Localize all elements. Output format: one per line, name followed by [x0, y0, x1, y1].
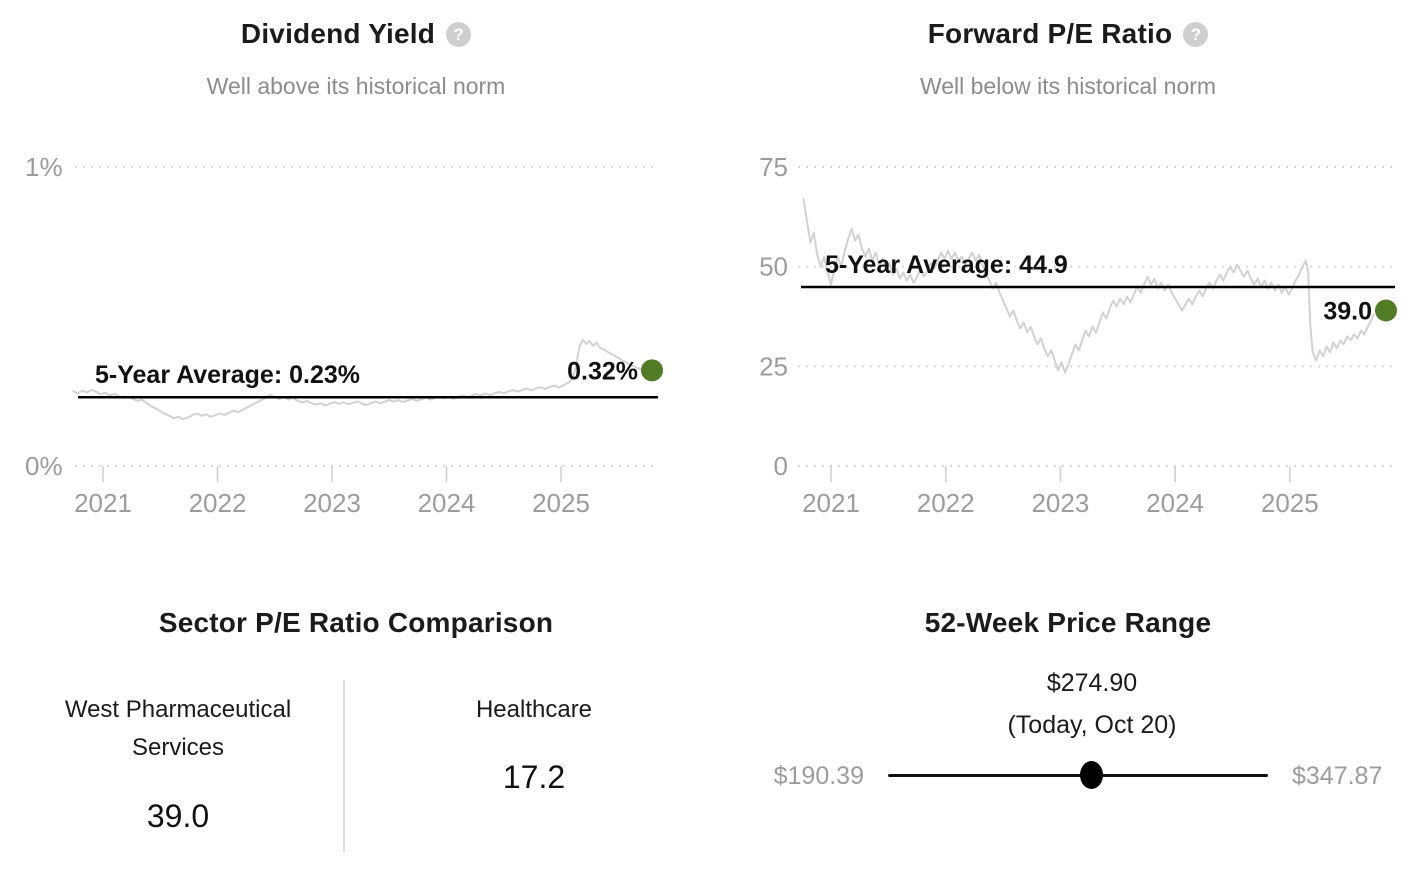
x-axis-label: 2023 [1031, 488, 1089, 518]
average-label: 5-Year Average: 44.9 [825, 251, 1068, 279]
x-axis-label: 2025 [532, 488, 590, 518]
help-icon[interactable]: ? [446, 21, 472, 47]
dividend-yield-chart: 1% 0% 2021 2022 2023 2024 2025 5-Year Average: … [25, 152, 663, 518]
sector-comparison-title: Sector P/E Ratio Comparison [158, 607, 554, 638]
forward-pe-header: Forward P/E Ratio ? Well below its histo… [712, 0, 1424, 100]
average-label: 5-Year Average: 0.23% [95, 361, 360, 389]
dividend-yield-header: Dividend Yield ? Well above its historic… [0, 0, 712, 100]
forward-pe-subtitle: Well below its historical norm [919, 73, 1217, 99]
help-icon[interactable]: ? [1183, 21, 1209, 47]
forward-pe-title: Forward P/E Ratio [927, 18, 1173, 49]
dividend-yield-panel: Dividend Yield ? Well above its historic… [0, 0, 712, 540]
price-range-title: 52-Week Price Range [924, 607, 1212, 638]
dividend-yield-title: Dividend Yield [240, 18, 436, 49]
sector-name: Healthcare [475, 696, 593, 723]
y-axis-label: 75 [759, 152, 788, 182]
x-axis-label: 2024 [1146, 488, 1204, 518]
sector-pe-column: Healthcare 17.2 [356, 691, 712, 835]
column-divider [343, 680, 345, 852]
y-axis-label: 50 [759, 252, 788, 282]
current-value-dot [641, 359, 663, 382]
y-axis-label: 1% [25, 152, 63, 182]
current-price: $274.90 [1046, 669, 1138, 697]
dividend-yield-subtitle: Well above its historical norm [206, 73, 506, 99]
company-pe-column: West Pharmaceutical Services 39.0 [0, 691, 356, 835]
sector-comparison-panel: Sector P/E Ratio Comparison West Pharmac… [0, 585, 712, 870]
range-track [888, 774, 1268, 777]
y-axis-label: 25 [759, 351, 788, 381]
x-axis-label: 2021 [802, 488, 860, 518]
company-pe-value: 39.0 [146, 797, 210, 834]
x-axis-label: 2024 [418, 488, 476, 518]
current-price-block: $274.90 (Today, Oct 20) [892, 671, 1292, 738]
range-min-label: $190.39 [773, 762, 864, 790]
range-marker-dot [1080, 761, 1104, 789]
sparkline [72, 338, 646, 421]
x-axis-label: 2022 [917, 488, 975, 518]
sparkline [802, 197, 1375, 374]
y-axis-label: 0% [25, 451, 63, 481]
x-axis-label: 2021 [74, 488, 132, 518]
company-name: West Pharmaceutical Services [64, 696, 292, 762]
forward-pe-panel: Forward P/E Ratio ? Well below its histo… [712, 0, 1424, 540]
current-value-label: 0.32% [567, 357, 638, 385]
price-range-panel: 52-Week Price Range $274.90 (Today, Oct … [712, 585, 1424, 870]
sector-pe-value: 17.2 [502, 759, 566, 796]
forward-pe-chart: 75 50 25 0 2021 2022 2023 2024 2025 5-Year Averag… [759, 152, 1397, 518]
current-value-dot [1375, 299, 1397, 322]
y-axis-label: 0 [774, 451, 788, 481]
x-axis-label: 2022 [189, 488, 247, 518]
range-max-label: $347.87 [1292, 762, 1383, 790]
x-axis-label: 2023 [303, 488, 361, 518]
x-axis-label: 2025 [1261, 488, 1319, 518]
current-price-date: (Today, Oct 20) [1007, 711, 1177, 739]
current-value-label: 39.0 [1323, 298, 1372, 326]
